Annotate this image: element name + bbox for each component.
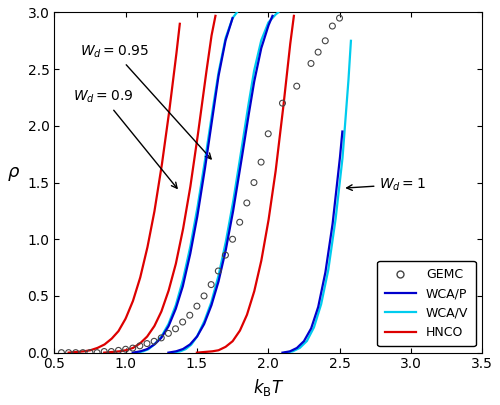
Point (328, 23, 336, 29)
Point (336, 15, 344, 21)
Point (207, 281, 215, 288)
Point (93, 350, 101, 356)
Point (214, 268, 222, 274)
Point (257, 159, 265, 165)
Text: $W_d = 1$: $W_d = 1$ (346, 176, 426, 193)
Point (114, 347, 122, 354)
Point (158, 335, 166, 341)
Point (292, 83, 300, 90)
Point (236, 219, 244, 226)
Point (58, 350, 66, 356)
Point (228, 236, 236, 243)
Point (122, 346, 130, 352)
Point (100, 348, 108, 355)
Legend: GEMC, WCA/P, WCA/V, HNCO: GEMC, WCA/P, WCA/V, HNCO (377, 261, 476, 346)
Point (79, 350, 87, 356)
Point (150, 338, 158, 345)
Point (243, 200, 251, 206)
Point (222, 252, 230, 258)
Point (86, 350, 94, 356)
Point (72, 350, 80, 356)
Point (322, 38, 330, 44)
Point (250, 179, 258, 186)
Point (64, 350, 72, 356)
Point (108, 348, 116, 355)
Point (186, 312, 194, 318)
Point (178, 319, 186, 325)
Point (200, 293, 208, 299)
Text: $W_d = 0.95$: $W_d = 0.95$ (80, 43, 211, 159)
Point (193, 303, 201, 309)
Text: $W_d = 0.9$: $W_d = 0.9$ (73, 89, 177, 188)
Point (136, 343, 144, 349)
Point (128, 345, 136, 352)
Point (172, 326, 179, 332)
Point (278, 100, 286, 107)
Point (314, 49, 322, 55)
Point (307, 60, 315, 67)
Y-axis label: $\rho$: $\rho$ (7, 164, 20, 183)
X-axis label: $k_{\mathrm{B}}T$: $k_{\mathrm{B}}T$ (252, 377, 284, 398)
Point (264, 130, 272, 137)
Point (143, 340, 151, 347)
Point (164, 330, 172, 337)
